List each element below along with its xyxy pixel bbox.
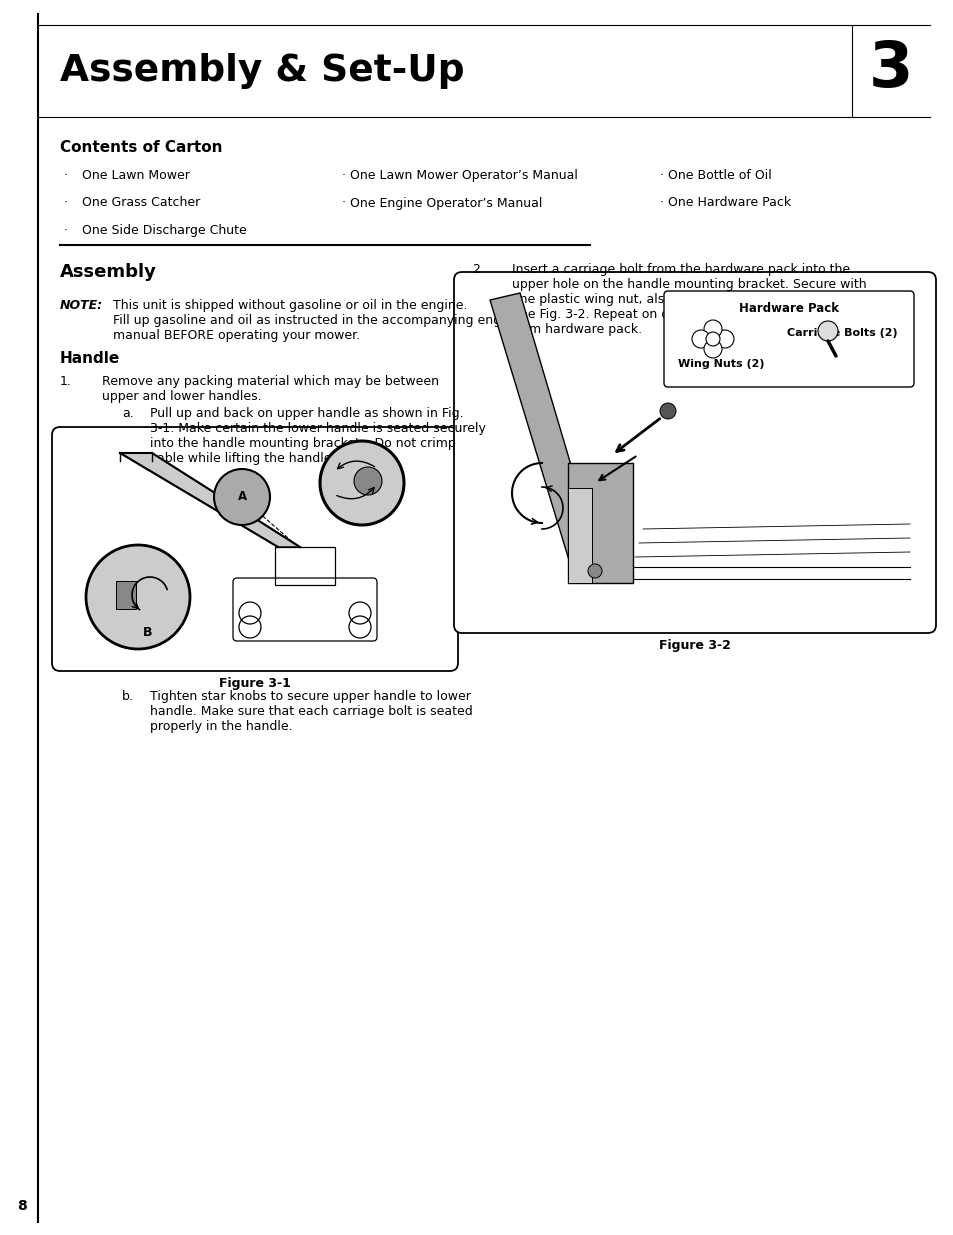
Text: b.: b. bbox=[122, 690, 133, 703]
Text: Insert a carriage bolt from the hardware pack into the
upper hole on the handle : Insert a carriage bolt from the hardware… bbox=[512, 263, 869, 336]
Circle shape bbox=[213, 469, 270, 525]
Text: ·: · bbox=[64, 169, 68, 182]
Text: Wing Nuts (2): Wing Nuts (2) bbox=[678, 359, 763, 369]
FancyBboxPatch shape bbox=[663, 291, 913, 387]
Bar bbox=[567, 488, 592, 583]
Polygon shape bbox=[490, 293, 599, 571]
Text: a.: a. bbox=[122, 408, 133, 420]
Text: One Side Discharge Chute: One Side Discharge Chute bbox=[82, 224, 247, 237]
Text: Carriage Bolts (2): Carriage Bolts (2) bbox=[786, 329, 897, 338]
Circle shape bbox=[354, 467, 381, 495]
Bar bbox=[116, 580, 136, 609]
Circle shape bbox=[703, 320, 721, 338]
Circle shape bbox=[319, 441, 403, 525]
Text: 2.: 2. bbox=[472, 263, 483, 275]
Bar bbox=[274, 547, 335, 585]
Text: 1.: 1. bbox=[60, 375, 71, 388]
Text: Remove any packing material which may be between
upper and lower handles.: Remove any packing material which may be… bbox=[102, 375, 438, 403]
Circle shape bbox=[659, 403, 676, 419]
Text: ·: · bbox=[341, 196, 346, 210]
Text: One Lawn Mower: One Lawn Mower bbox=[82, 169, 190, 182]
Circle shape bbox=[587, 564, 601, 578]
Circle shape bbox=[86, 545, 190, 650]
Text: One Engine Operator’s Manual: One Engine Operator’s Manual bbox=[350, 196, 542, 210]
Text: Contents of Carton: Contents of Carton bbox=[60, 140, 222, 156]
Text: Figure 3-1: Figure 3-1 bbox=[219, 677, 291, 690]
Text: One Hardware Pack: One Hardware Pack bbox=[667, 196, 790, 210]
Text: One Grass Catcher: One Grass Catcher bbox=[82, 196, 200, 210]
Text: B: B bbox=[143, 625, 152, 638]
Bar bbox=[567, 463, 633, 583]
Polygon shape bbox=[120, 453, 299, 547]
FancyBboxPatch shape bbox=[52, 427, 457, 671]
FancyBboxPatch shape bbox=[454, 272, 935, 634]
Text: Pull up and back on upper handle as shown in Fig.
3-1. Make certain the lower ha: Pull up and back on upper handle as show… bbox=[150, 408, 485, 466]
Text: Tighten star knobs to secure upper handle to lower
handle. Make sure that each c: Tighten star knobs to secure upper handl… bbox=[150, 690, 473, 734]
Circle shape bbox=[703, 340, 721, 358]
Text: ·: · bbox=[341, 169, 346, 182]
Text: Figure 3-2: Figure 3-2 bbox=[659, 638, 730, 652]
Text: One Bottle of Oil: One Bottle of Oil bbox=[667, 169, 771, 182]
Text: Assembly: Assembly bbox=[60, 263, 156, 282]
Text: ·: · bbox=[64, 196, 68, 210]
Circle shape bbox=[817, 321, 837, 341]
Text: Hardware Pack: Hardware Pack bbox=[739, 303, 838, 315]
Circle shape bbox=[716, 330, 733, 348]
Text: Assembly & Set-Up: Assembly & Set-Up bbox=[60, 53, 464, 89]
Text: ·: · bbox=[659, 169, 663, 182]
Text: NOTE:: NOTE: bbox=[60, 299, 103, 312]
Text: ·: · bbox=[659, 196, 663, 210]
Circle shape bbox=[691, 330, 709, 348]
Text: This unit is shipped without gasoline or oil in the engine.
Fill up gasoline and: This unit is shipped without gasoline or… bbox=[112, 299, 519, 342]
Text: One Lawn Mower Operator’s Manual: One Lawn Mower Operator’s Manual bbox=[350, 169, 578, 182]
Circle shape bbox=[705, 332, 720, 346]
Text: A: A bbox=[237, 490, 246, 504]
Text: ·: · bbox=[64, 224, 68, 237]
Text: Handle: Handle bbox=[60, 351, 120, 366]
Text: 8: 8 bbox=[17, 1199, 27, 1213]
Text: 3: 3 bbox=[868, 38, 912, 100]
